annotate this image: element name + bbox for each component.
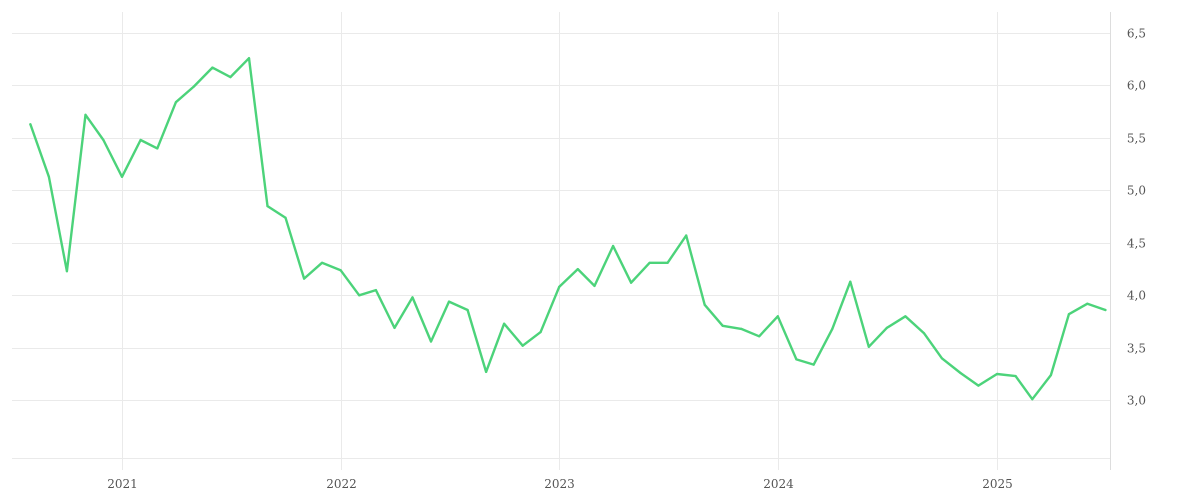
x-tick-label: 2023 xyxy=(544,477,575,491)
data-point xyxy=(65,270,68,273)
data-point xyxy=(940,357,944,360)
data-point xyxy=(849,280,852,283)
data-point xyxy=(192,85,195,88)
data-point xyxy=(1086,302,1089,305)
data-point xyxy=(630,281,633,284)
data-point xyxy=(539,331,542,334)
data-point xyxy=(339,269,342,272)
y-tick-label: 4,5 xyxy=(1127,237,1146,251)
label-layer: 3,0 3,5 4,0 4,5 5,0 5,5 6,0 6,5 2021 2022 2023 2024… xyxy=(107,27,1146,492)
y-tick-label: 6,5 xyxy=(1127,27,1146,41)
data-point xyxy=(229,76,232,79)
data-point xyxy=(685,234,688,237)
data-point xyxy=(959,371,962,375)
y-tick-label: 3,5 xyxy=(1127,342,1146,356)
data-point xyxy=(885,326,888,329)
y-tick-label: 4,0 xyxy=(1127,289,1146,303)
x-tick-label: 2021 xyxy=(107,477,138,491)
data-point xyxy=(247,57,251,60)
data-point xyxy=(120,175,124,178)
data-point xyxy=(47,175,51,178)
data-point xyxy=(995,372,999,376)
data-point xyxy=(703,303,706,306)
data-point xyxy=(503,322,506,325)
data-point xyxy=(740,327,743,330)
data-point xyxy=(1031,398,1034,401)
data-point xyxy=(795,358,798,361)
grid-layer xyxy=(12,12,1110,470)
data-point xyxy=(867,345,870,348)
data-point xyxy=(904,315,907,318)
data-point xyxy=(612,244,615,248)
y-tick-label: 5,0 xyxy=(1127,184,1146,198)
data-point xyxy=(1067,313,1070,316)
data-point xyxy=(1014,375,1017,378)
data-point xyxy=(558,285,561,288)
data-point xyxy=(1104,308,1107,312)
data-point xyxy=(84,113,87,116)
data-point xyxy=(102,138,105,142)
x-tick-label: 2025 xyxy=(982,477,1013,491)
data-point xyxy=(156,147,159,150)
data-point xyxy=(29,123,32,126)
data-point xyxy=(266,205,269,208)
data-point xyxy=(666,261,669,264)
data-point xyxy=(812,363,815,366)
data-point xyxy=(393,326,396,329)
data-point xyxy=(374,289,377,292)
data-point xyxy=(831,327,834,330)
data-point xyxy=(758,335,761,338)
data-point xyxy=(429,340,433,343)
data-point xyxy=(521,344,524,347)
data-point xyxy=(593,284,596,287)
series-line xyxy=(29,57,1107,401)
data-point xyxy=(1049,374,1052,377)
y-tick-label: 5,5 xyxy=(1127,132,1146,146)
data-point xyxy=(320,261,324,264)
data-point xyxy=(485,370,488,373)
data-point xyxy=(776,315,779,318)
data-point xyxy=(284,216,287,219)
data-point xyxy=(174,101,177,104)
series-layer xyxy=(29,57,1107,401)
data-point xyxy=(139,138,142,142)
data-point xyxy=(922,332,926,335)
data-point xyxy=(358,294,361,297)
data-point xyxy=(447,300,451,303)
data-point xyxy=(211,66,214,69)
x-tick-label: 2022 xyxy=(326,477,357,491)
data-point xyxy=(303,277,306,280)
data-point xyxy=(576,268,579,271)
data-point xyxy=(977,384,980,387)
y-tick-label: 6,0 xyxy=(1127,79,1146,93)
data-point xyxy=(648,261,651,264)
x-tick-label: 2024 xyxy=(763,477,794,491)
data-point xyxy=(721,324,724,327)
data-point xyxy=(411,296,414,299)
data-point xyxy=(466,308,469,312)
y-tick-label: 3,0 xyxy=(1127,394,1146,408)
